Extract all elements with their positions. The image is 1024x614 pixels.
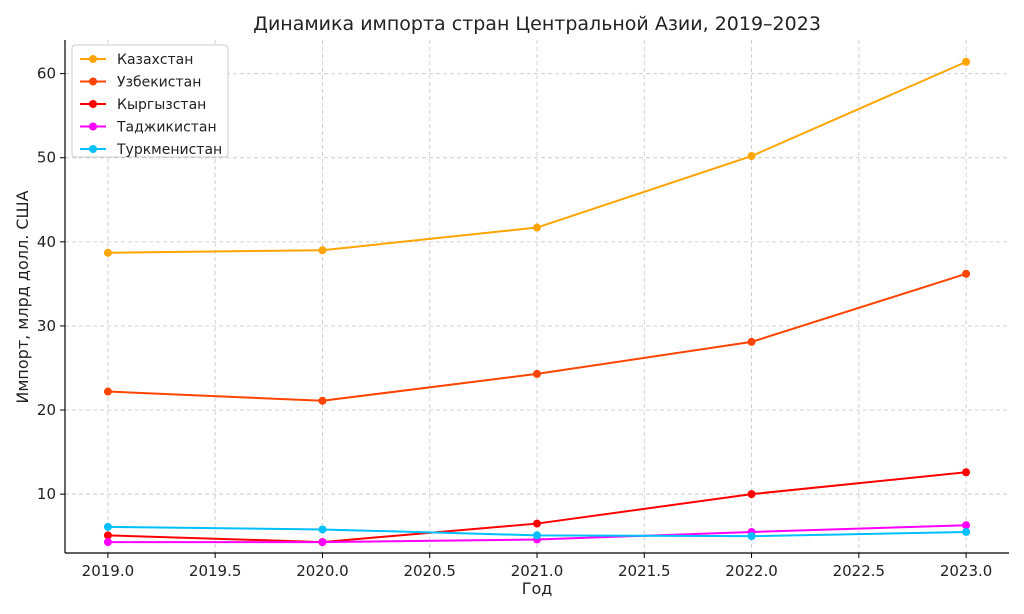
- x-tick-label: 2019.5: [189, 562, 242, 580]
- legend-marker: [89, 100, 97, 108]
- y-ticks: 10 20 30 40 50 60: [37, 65, 65, 503]
- data-point: [962, 468, 971, 477]
- legend-item: Казахстан: [80, 52, 193, 68]
- legend: Казахстан Узбекистан Кыргызстан Таджикистан…: [71, 44, 229, 158]
- data-point: [533, 531, 541, 540]
- data-point: [318, 396, 327, 405]
- y-tick-label: 10: [37, 485, 56, 503]
- data-point: [318, 538, 327, 547]
- series-5: [103, 522, 971, 541]
- x-tick-label: 2019.0: [82, 562, 135, 580]
- data-point: [962, 57, 971, 66]
- x-tick-label: 2023.0: [940, 562, 993, 580]
- y-axis-title: Импорт, млрд долл. США: [13, 190, 32, 403]
- data-point: [533, 223, 541, 232]
- data-point: [103, 387, 112, 396]
- series: [103, 57, 971, 547]
- x-axis-title: Год: [522, 579, 553, 598]
- legend-label: Узбекистан: [117, 75, 201, 91]
- series-1: [103, 57, 971, 257]
- data-point: [103, 538, 112, 547]
- x-tick-label: 2020.5: [403, 562, 456, 580]
- legend-marker: [89, 77, 97, 86]
- data-point: [747, 337, 756, 346]
- data-point: [962, 521, 971, 530]
- x-tick-label: 2022.0: [725, 562, 778, 580]
- data-point: [103, 531, 112, 540]
- x-ticks: 2019.0 2019.5 2020.0 2020.5 2021.0 2021.5 2022…: [82, 553, 993, 580]
- data-point: [747, 152, 756, 161]
- x-tick-label: 2020.0: [296, 562, 349, 580]
- y-tick-label: 20: [37, 401, 56, 419]
- y-tick-label: 30: [37, 317, 56, 335]
- data-point: [533, 369, 541, 378]
- legend-frame: [71, 44, 229, 158]
- data-point: [103, 522, 112, 531]
- y-tick-label: 60: [37, 65, 56, 83]
- data-point: [962, 527, 971, 536]
- legend-item: Узбекистан: [80, 75, 201, 91]
- legend-label: Туркменистан: [116, 142, 222, 158]
- data-point: [533, 519, 541, 528]
- legend-label: Кыргызстан: [117, 97, 206, 113]
- x-tick-label: 2021.0: [511, 562, 564, 580]
- legend-label: Казахстан: [117, 52, 193, 68]
- legend-marker: [89, 122, 97, 131]
- data-point: [962, 269, 971, 278]
- legend-label: Таджикистан: [116, 120, 217, 136]
- x-tick-label: 2021.5: [618, 562, 671, 580]
- series-2: [103, 269, 971, 405]
- chart-title: Динамика импорта стран Центральной Азии,…: [253, 13, 821, 35]
- data-point: [747, 532, 756, 541]
- legend-item: Туркменистан: [80, 142, 222, 158]
- legend-marker: [89, 55, 97, 63]
- data-point: [318, 525, 327, 534]
- data-point: [318, 246, 327, 255]
- legend-marker: [89, 145, 97, 153]
- data-point: [103, 248, 112, 257]
- y-tick-label: 40: [37, 233, 56, 251]
- x-tick-label: 2022.5: [833, 562, 886, 580]
- legend-item: Кыргызстан: [80, 97, 206, 113]
- legend-item: Таджикистан: [80, 120, 217, 136]
- y-tick-label: 50: [37, 149, 56, 167]
- data-point: [747, 490, 756, 499]
